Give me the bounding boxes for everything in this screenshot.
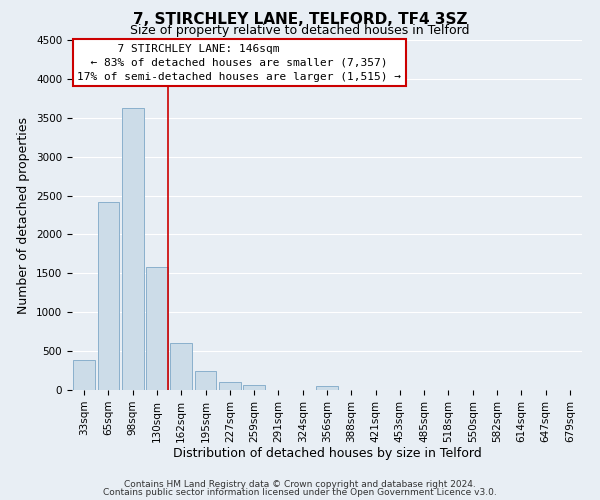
Text: Contains public sector information licensed under the Open Government Licence v3: Contains public sector information licen…: [103, 488, 497, 497]
Bar: [316, 386, 338, 390]
Bar: [122, 108, 143, 390]
Text: Size of property relative to detached houses in Telford: Size of property relative to detached ho…: [130, 24, 470, 37]
Bar: [170, 344, 192, 390]
Text: 7, STIRCHLEY LANE, TELFORD, TF4 3SZ: 7, STIRCHLEY LANE, TELFORD, TF4 3SZ: [133, 12, 467, 28]
Text: 7 STIRCHLEY LANE: 146sqm
  ← 83% of detached houses are smaller (7,357)
17% of s: 7 STIRCHLEY LANE: 146sqm ← 83% of detach…: [77, 44, 401, 82]
Bar: [97, 202, 119, 390]
Y-axis label: Number of detached properties: Number of detached properties: [17, 116, 31, 314]
Bar: [243, 386, 265, 390]
Bar: [146, 267, 168, 390]
Bar: [219, 382, 241, 390]
Bar: [194, 372, 217, 390]
Text: Contains HM Land Registry data © Crown copyright and database right 2024.: Contains HM Land Registry data © Crown c…: [124, 480, 476, 489]
X-axis label: Distribution of detached houses by size in Telford: Distribution of detached houses by size …: [173, 448, 481, 460]
Bar: [73, 360, 95, 390]
